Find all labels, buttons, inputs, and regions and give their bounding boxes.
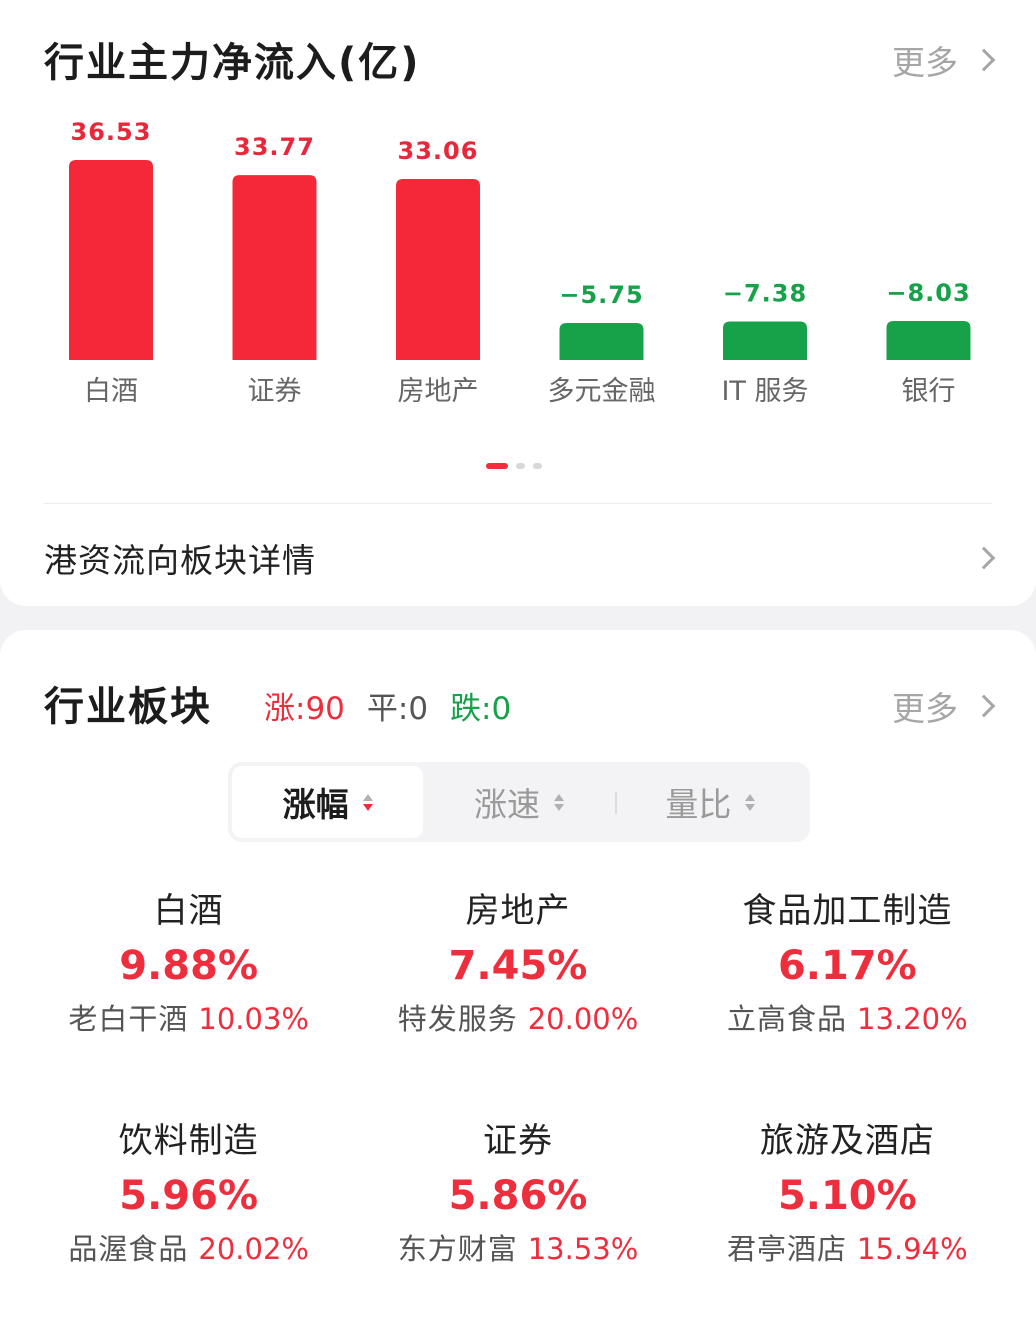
chart-bar[interactable]: [559, 322, 644, 360]
sector-cell[interactable]: 房地产 7.45% 特发服务 20.00%: [353, 888, 682, 1040]
sector-title: 行业板块: [44, 684, 212, 730]
flow-more-link[interactable]: 更多: [892, 36, 996, 84]
bar-value-label: −8.03: [886, 279, 970, 307]
leading-stock: 品渥食品 20.02%: [68, 1228, 309, 1270]
tab-change-pct[interactable]: 涨幅: [232, 766, 424, 838]
up-count: 涨:90: [264, 691, 345, 727]
leading-stock: 立高食品 13.20%: [727, 998, 968, 1040]
sector-change: 6.17%: [777, 943, 917, 989]
sector-change: 9.88%: [119, 943, 259, 989]
chevron-right-icon: [972, 48, 996, 72]
tab-change-speed[interactable]: 涨速: [423, 766, 614, 838]
sector-change: 5.86%: [448, 1173, 588, 1219]
bar-value-label: 33.77: [234, 133, 315, 161]
pager-dot-active[interactable]: [486, 463, 508, 469]
leading-stock-change: 20.02%: [198, 1232, 309, 1266]
leading-stock: 老白干酒 10.03%: [68, 998, 309, 1040]
hk-capital-detail-row[interactable]: 港资流向板块详情: [44, 530, 996, 586]
flow-more-label: 更多: [892, 43, 958, 82]
sort-icon: [745, 793, 756, 811]
sector-cell[interactable]: 证券 5.86% 东方财富 13.53%: [353, 1118, 682, 1270]
leading-stock-name: 立高食品: [727, 1002, 848, 1036]
sector-name: 证券: [482, 1121, 553, 1161]
chart-bar[interactable]: [723, 321, 807, 360]
leading-stock: 君亭酒店 15.94%: [727, 1228, 968, 1270]
leading-stock-change: 10.03%: [198, 1002, 309, 1036]
sector-name: 旅游及酒店: [759, 1121, 935, 1161]
sector-name: 饮料制造: [118, 1121, 259, 1161]
sector-change: 5.10%: [777, 1173, 917, 1219]
leading-stock-name: 东方财富: [397, 1232, 518, 1266]
chart-bar[interactable]: [69, 160, 153, 360]
leading-stock-name: 品渥食品: [68, 1232, 189, 1266]
leading-stock-change: 20.00%: [527, 1002, 639, 1036]
chart-pager[interactable]: [486, 463, 542, 469]
flow-title: 行业主力净流入(亿): [44, 40, 421, 86]
sector-cell[interactable]: 饮料制造 5.96% 品渥食品 20.02%: [24, 1118, 353, 1270]
bar-value-label: 33.06: [398, 137, 479, 165]
pager-dot[interactable]: [533, 463, 542, 469]
tab-separator: [614, 792, 617, 814]
tab-volume-ratio[interactable]: 量比: [614, 766, 806, 838]
sector-more-link[interactable]: 更多: [892, 682, 996, 730]
industry-sector-card: 行业板块 更多: [0, 630, 1036, 1317]
leading-stock-change: 13.53%: [527, 1232, 639, 1266]
leading-stock-name: 特发服务: [397, 1002, 518, 1036]
bar-category-label: 白酒: [84, 376, 138, 407]
chart-bar[interactable]: [396, 178, 480, 360]
tab-label: 涨速: [473, 785, 540, 824]
bar-category-label: 证券: [248, 376, 302, 407]
leading-stock-name: 君亭酒店: [727, 1232, 848, 1266]
chevron-right-icon: [972, 546, 996, 570]
bar-value-label: 36.53: [71, 118, 152, 146]
chart-bar[interactable]: [232, 175, 317, 360]
leading-stock-name: 老白干酒: [68, 1002, 189, 1036]
leading-stock: 特发服务 20.00%: [398, 998, 639, 1040]
sector-cell[interactable]: 旅游及酒店 5.10% 君亭酒店 15.94%: [683, 1118, 1012, 1270]
bar-category-label: 银行: [902, 376, 956, 407]
divider: [44, 503, 992, 504]
sort-icon: [362, 793, 373, 811]
hk-capital-detail-label: 港资流向板块详情: [44, 541, 316, 580]
leading-stock-change: 15.94%: [857, 1232, 968, 1266]
sector-change: 7.45%: [448, 943, 588, 989]
down-count: 跌:0: [450, 691, 512, 727]
bar-category-label: 房地产: [398, 376, 479, 407]
tab-label: 量比: [665, 785, 732, 824]
bar-category-label: IT 服务: [721, 376, 808, 407]
bar-value-label: −7.38: [723, 280, 807, 308]
sector-counts: 涨:90 平:0 跌:0: [264, 683, 511, 728]
tab-label: 涨幅: [282, 785, 349, 824]
sector-change: 5.96%: [119, 1173, 259, 1219]
sector-cell[interactable]: 食品加工制造 6.17% 立高食品 13.20%: [683, 888, 1012, 1040]
sort-icon: [553, 793, 564, 811]
pager-dot[interactable]: [516, 463, 525, 469]
industry-net-inflow-chart: 36.53 白酒 33.77 证券 33.06 房地产 −5.75 多元金融 −7.38 IT 服…: [69, 118, 971, 407]
leading-stock: 东方财富 13.53%: [398, 1228, 639, 1270]
chevron-right-icon: [972, 694, 996, 718]
sector-cell[interactable]: 白酒 9.88% 老白干酒 10.03%: [24, 888, 353, 1040]
bar-category-label: 多元金融: [548, 376, 656, 407]
sector-name: 食品加工制造: [742, 891, 953, 931]
capital-flow-card: 行业主力净流入(亿) 更多 36.53 白酒 33.77 证券 33.06 房地产 −5.7…: [0, 0, 1036, 606]
sort-tabs: 涨幅 涨速 量比: [228, 762, 810, 842]
sector-name: 白酒: [153, 891, 224, 931]
bar-value-label: −5.75: [559, 281, 643, 309]
leading-stock-change: 13.20%: [857, 1002, 968, 1036]
chart-bar[interactable]: [886, 320, 971, 360]
sector-grid: 白酒 9.88% 老白干酒 10.03% 房地产 7.45% 特发服务 20.00%…: [24, 888, 1012, 1270]
sector-name: 房地产: [465, 891, 571, 931]
flat-count: 平:0: [366, 691, 429, 727]
sector-more-label: 更多: [892, 689, 958, 728]
